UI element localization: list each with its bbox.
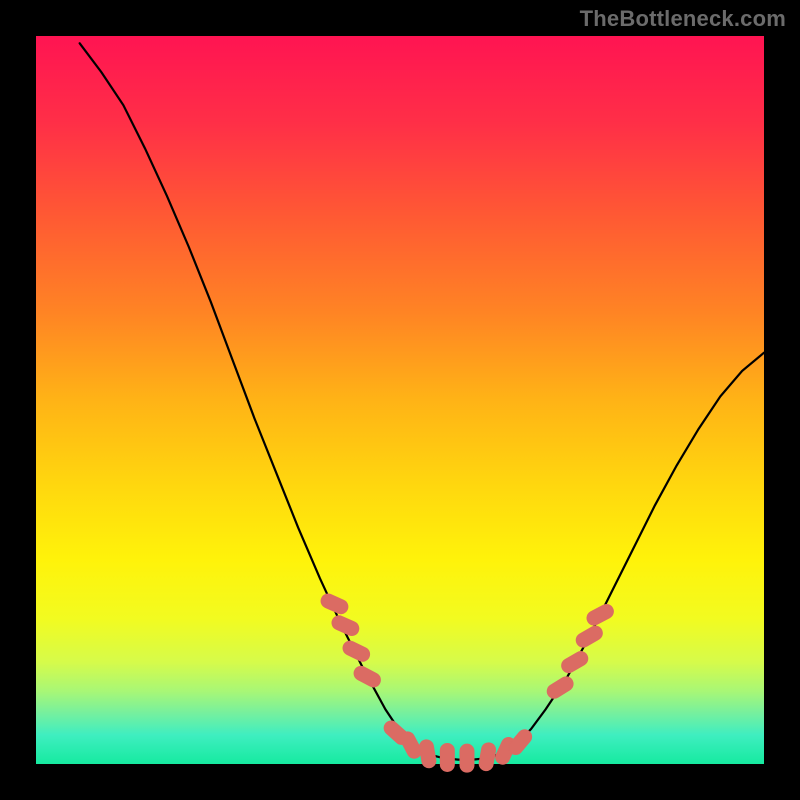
curve-overlay bbox=[0, 0, 800, 800]
cluster-marker bbox=[418, 739, 437, 769]
cluster-marker bbox=[545, 674, 576, 701]
cluster-marker bbox=[585, 602, 616, 628]
cluster-marker bbox=[478, 742, 497, 772]
watermark-text: TheBottleneck.com bbox=[580, 6, 786, 32]
cluster-marker bbox=[460, 744, 474, 772]
cluster-marker bbox=[440, 743, 454, 771]
chart-stage: TheBottleneck.com bbox=[0, 0, 800, 800]
cluster-marker bbox=[574, 624, 605, 650]
bottleneck-curve bbox=[80, 43, 764, 759]
cluster-marker bbox=[341, 639, 372, 664]
cluster-marker bbox=[559, 649, 590, 675]
cluster-marker bbox=[352, 664, 383, 690]
